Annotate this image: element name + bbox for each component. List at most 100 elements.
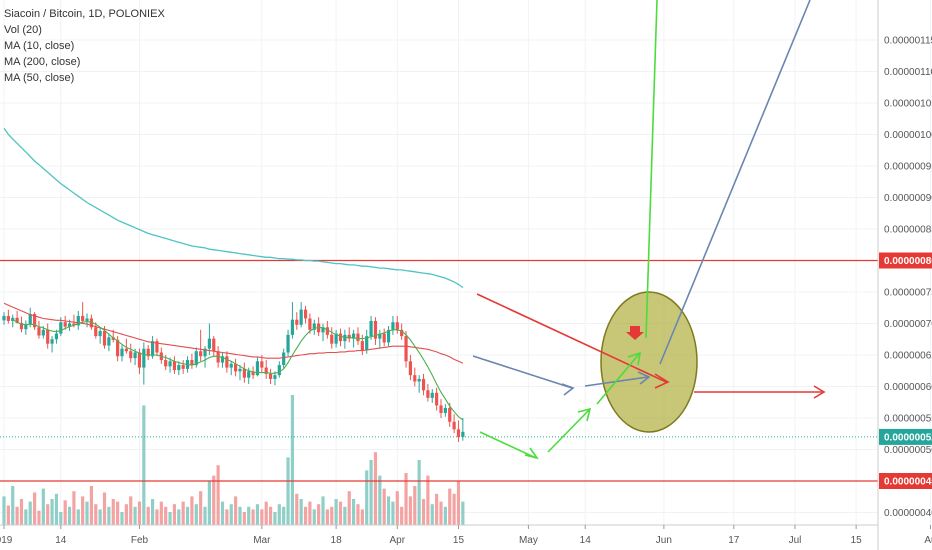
- candle-body[interactable]: [373, 320, 378, 339]
- candle-body[interactable]: [150, 341, 155, 357]
- candle-body[interactable]: [89, 318, 93, 328]
- candle-body[interactable]: [107, 337, 111, 346]
- candle-body[interactable]: [391, 322, 395, 330]
- candle-body[interactable]: [238, 368, 242, 372]
- candle-body[interactable]: [46, 329, 50, 344]
- candle-body[interactable]: [251, 371, 255, 376]
- candle-body[interactable]: [352, 333, 356, 339]
- candle-body[interactable]: [220, 356, 225, 363]
- ma10-line[interactable]: [12, 319, 464, 421]
- candle-body[interactable]: [382, 333, 386, 343]
- candle-body[interactable]: [308, 318, 312, 330]
- candle-body[interactable]: [28, 314, 32, 325]
- highlight-ellipse[interactable]: [600, 291, 698, 433]
- candle-body[interactable]: [321, 327, 325, 333]
- candle-body[interactable]: [181, 365, 185, 369]
- candle-body[interactable]: [177, 365, 181, 371]
- candle-body[interactable]: [54, 333, 59, 340]
- candle-body[interactable]: [142, 348, 146, 368]
- candle-body[interactable]: [408, 361, 413, 376]
- candle-body[interactable]: [155, 341, 159, 353]
- candle-body[interactable]: [164, 360, 168, 367]
- candle-body[interactable]: [273, 375, 277, 379]
- candle-body[interactable]: [133, 352, 137, 359]
- candle-body[interactable]: [347, 334, 351, 339]
- candle-body[interactable]: [334, 333, 338, 344]
- candle-body[interactable]: [116, 339, 120, 357]
- candle-body[interactable]: [264, 367, 268, 374]
- candle-body[interactable]: [190, 360, 194, 366]
- candle-body[interactable]: [395, 322, 399, 330]
- candle-body[interactable]: [94, 327, 98, 337]
- candle-body[interactable]: [443, 407, 447, 413]
- green-arrow-line-3[interactable]: [596, 353, 640, 405]
- green-arrow-line-2[interactable]: [547, 409, 590, 453]
- candle-body[interactable]: [81, 315, 85, 321]
- candle-body[interactable]: [102, 331, 107, 346]
- candle-body[interactable]: [67, 323, 72, 327]
- candle-body[interactable]: [295, 319, 299, 325]
- legend-ma200[interactable]: MA (200, close): [4, 56, 81, 68]
- candle-body[interactable]: [421, 378, 426, 391]
- ma50-line[interactable]: [3, 302, 464, 364]
- candle-body[interactable]: [325, 327, 329, 335]
- candle-body[interactable]: [2, 315, 6, 321]
- green-trend-line[interactable]: [645, 0, 658, 339]
- time-axis-labels[interactable]: 019 14 Feb Mar 18 Apr 15 May 14 Jun 17 Jul 15 Au: [0, 525, 932, 546]
- candle-body[interactable]: [98, 331, 102, 337]
- candle-body[interactable]: [63, 322, 67, 327]
- blue-trend-line[interactable]: [659, 0, 811, 365]
- candle-body[interactable]: [6, 315, 10, 321]
- ma200-line[interactable]: [3, 127, 464, 289]
- candle-body[interactable]: [59, 322, 63, 334]
- legend-ma50[interactable]: MA (50, close): [4, 72, 75, 84]
- candle-body[interactable]: [124, 348, 128, 352]
- candle-body[interactable]: [312, 323, 316, 330]
- blue-arrow-line-1[interactable]: [472, 355, 573, 389]
- candle-body[interactable]: [41, 329, 45, 336]
- candle-body[interactable]: [216, 351, 220, 363]
- candle-body[interactable]: [338, 333, 343, 342]
- candle-body[interactable]: [85, 318, 89, 321]
- candle-body[interactable]: [247, 371, 251, 378]
- candle-body[interactable]: [461, 431, 465, 437]
- candle-body[interactable]: [369, 320, 373, 337]
- candle-body[interactable]: [378, 333, 382, 339]
- candle-body[interactable]: [386, 329, 391, 343]
- candle-body[interactable]: [343, 334, 347, 342]
- candle-body[interactable]: [37, 327, 41, 336]
- candle-body[interactable]: [255, 361, 260, 376]
- candle-body[interactable]: [15, 317, 19, 323]
- candle-body[interactable]: [330, 334, 334, 344]
- candle-body[interactable]: [168, 361, 172, 367]
- candle-body[interactable]: [260, 361, 264, 368]
- candle-body[interactable]: [129, 351, 133, 359]
- candle-body[interactable]: [194, 351, 198, 366]
- candle-body[interactable]: [207, 338, 211, 349]
- price-axis-labels[interactable]: 0.00000115 0.00000110 0.00000105 0.00000100…: [884, 36, 932, 520]
- candle-body[interactable]: [11, 317, 15, 321]
- candle-body[interactable]: [360, 341, 364, 350]
- candle-body[interactable]: [435, 392, 439, 406]
- candle-body[interactable]: [76, 315, 80, 326]
- candle-body[interactable]: [299, 309, 303, 325]
- candle-body[interactable]: [146, 348, 150, 357]
- candle-body[interactable]: [19, 322, 24, 330]
- candle-body[interactable]: [430, 392, 434, 398]
- candle-body[interactable]: [268, 373, 273, 379]
- candle-body[interactable]: [439, 405, 443, 413]
- candle-body[interactable]: [356, 333, 360, 342]
- candle-body[interactable]: [277, 365, 281, 376]
- candle-body[interactable]: [303, 309, 308, 319]
- candle-body[interactable]: [225, 356, 229, 368]
- legend-vol[interactable]: Vol (20): [4, 24, 42, 36]
- candle-body[interactable]: [120, 348, 124, 357]
- candle-body[interactable]: [317, 323, 321, 333]
- candle-body[interactable]: [365, 336, 369, 350]
- candle-body[interactable]: [212, 338, 216, 352]
- candle-body[interactable]: [286, 334, 290, 353]
- candle-body[interactable]: [50, 339, 54, 344]
- candle-body[interactable]: [32, 314, 37, 328]
- chart-title[interactable]: Siacoin / Bitcoin, 1D, POLONIEX: [4, 8, 165, 20]
